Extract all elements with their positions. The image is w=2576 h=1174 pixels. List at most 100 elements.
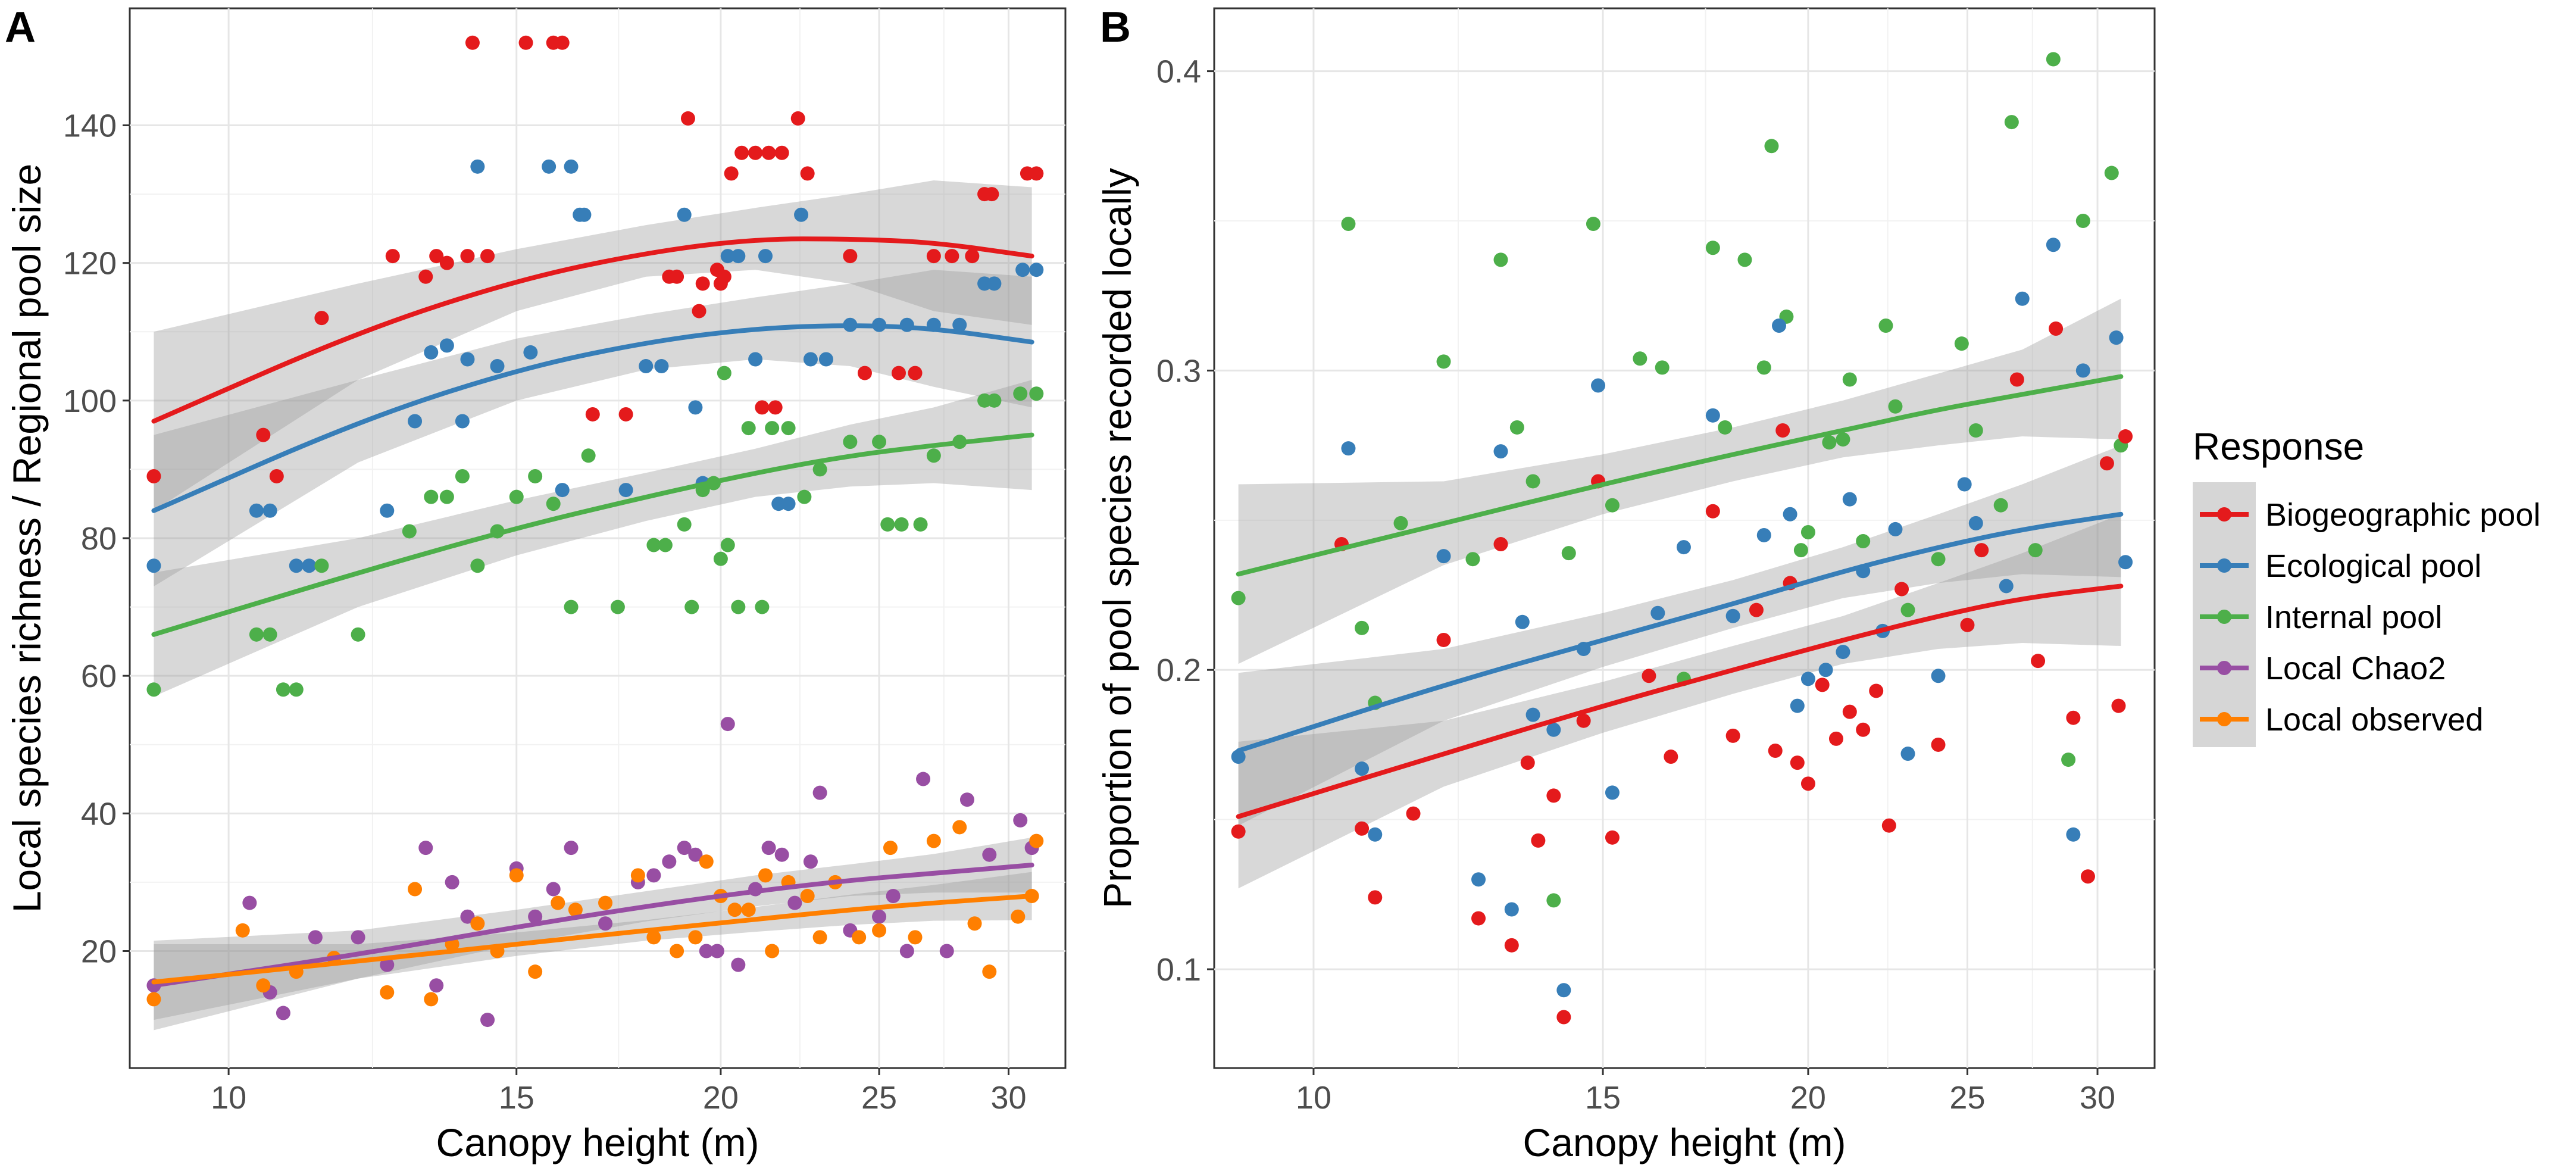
point-ecological-pool — [1818, 663, 1833, 677]
legend-label: Ecological pool — [2265, 548, 2481, 584]
point-internal-pool — [987, 393, 1002, 408]
point-local-chao2 — [982, 847, 997, 862]
point-ecological-pool — [2066, 827, 2081, 842]
point-biogeographic-pool — [1436, 632, 1451, 647]
x-tick-label: 15 — [1585, 1080, 1621, 1116]
point-local-observed — [509, 868, 524, 883]
point-biogeographic-pool — [480, 249, 495, 264]
point-internal-pool — [509, 489, 524, 504]
y-tick-label: 0.1 — [1156, 952, 1201, 988]
point-local-chao2 — [899, 944, 914, 958]
point-biogeographic-pool — [585, 407, 600, 421]
point-ecological-pool — [618, 483, 633, 498]
point-ecological-pool — [380, 503, 395, 518]
point-biogeographic-pool — [670, 269, 684, 284]
point-local-chao2 — [916, 772, 931, 786]
legend-label: Internal pool — [2265, 600, 2442, 635]
confidence-band-ecological-pool — [154, 270, 1032, 586]
point-internal-pool — [684, 600, 699, 614]
point-ecological-pool — [490, 359, 505, 374]
point-ecological-pool — [794, 207, 809, 222]
point-biogeographic-pool — [1842, 704, 1857, 719]
point-local-observed — [646, 930, 661, 945]
point-internal-pool — [1525, 474, 1540, 489]
point-biogeographic-pool — [460, 249, 475, 264]
point-internal-pool — [1756, 360, 1771, 375]
point-biogeographic-pool — [269, 469, 284, 483]
point-biogeographic-pool — [385, 249, 400, 264]
point-local-chao2 — [308, 930, 323, 945]
point-local-observed — [256, 978, 271, 993]
point-biogeographic-pool — [2099, 456, 2114, 471]
point-biogeographic-pool — [1960, 617, 1975, 632]
point-ecological-pool — [731, 249, 746, 264]
panel-b-lines — [1236, 374, 2124, 819]
point-biogeographic-pool — [1471, 911, 1486, 926]
point-biogeographic-pool — [1775, 423, 1790, 438]
panel-b-points — [1231, 52, 2133, 1025]
point-local-chao2 — [688, 847, 703, 862]
point-internal-pool — [2104, 166, 2119, 180]
legend-dot-local-chao2 — [2217, 661, 2231, 675]
x-tick-label: 25 — [1949, 1080, 1985, 1116]
point-biogeographic-pool — [1749, 602, 1764, 617]
legend-items: Biogeographic pool Ecological pool Interna… — [2193, 482, 2540, 747]
point-local-observed — [470, 916, 485, 931]
point-ecological-pool — [262, 503, 277, 518]
point-local-observed — [727, 903, 742, 917]
point-internal-pool — [455, 469, 470, 483]
point-biogeographic-pool — [1881, 818, 1896, 833]
point-ecological-pool — [146, 558, 161, 573]
point-ecological-pool — [2075, 363, 2090, 378]
point-biogeographic-pool — [1974, 543, 1989, 558]
point-internal-pool — [1793, 543, 1808, 558]
y-tick-label: 100 — [63, 383, 117, 419]
point-biogeographic-pool — [555, 35, 570, 50]
point-internal-pool — [1605, 498, 1620, 513]
point-local-chao2 — [709, 944, 724, 958]
point-ecological-pool — [1725, 608, 1740, 623]
point-biogeographic-pool — [1368, 890, 1383, 905]
point-internal-pool — [741, 421, 756, 436]
point-internal-pool — [1546, 893, 1561, 908]
point-local-observed — [883, 841, 898, 855]
point-internal-pool — [1655, 360, 1670, 375]
point-internal-pool — [1737, 252, 1752, 267]
point-local-chao2 — [731, 957, 746, 972]
point-ecological-pool — [439, 338, 454, 353]
point-local-observed — [765, 944, 780, 958]
fit-line-local-chao2 — [151, 863, 1034, 988]
point-local-chao2 — [699, 944, 714, 958]
point-internal-pool — [880, 517, 895, 532]
point-ecological-pool — [1756, 527, 1771, 542]
point-internal-pool — [1764, 139, 1779, 154]
point-local-chao2 — [1013, 813, 1028, 828]
point-internal-pool — [1509, 420, 1524, 435]
point-internal-pool — [439, 489, 454, 504]
point-internal-pool — [1842, 372, 1857, 387]
y-tick-label: 120 — [63, 246, 117, 282]
panel-a-lines — [151, 236, 1034, 988]
point-biogeographic-pool — [908, 366, 923, 380]
point-local-observed — [926, 833, 941, 848]
point-biogeographic-pool — [418, 269, 433, 284]
panel-a-tag: A — [5, 4, 36, 51]
point-internal-pool — [926, 448, 941, 463]
point-biogeographic-pool — [1406, 806, 1421, 821]
point-ecological-pool — [1436, 549, 1451, 564]
point-local-observed — [688, 930, 703, 945]
point-biogeographic-pool — [692, 304, 706, 319]
point-biogeographic-pool — [1856, 722, 1871, 737]
point-local-chao2 — [787, 895, 802, 910]
point-biogeographic-pool — [1493, 537, 1508, 552]
panel-a: A 10 15 20 25 30 20 40 60 80 100 120 140 Canopy hei… — [5, 4, 1067, 1164]
point-ecological-pool — [470, 159, 485, 174]
point-ecological-pool — [289, 558, 304, 573]
point-local-observed — [235, 923, 250, 938]
point-ecological-pool — [1029, 263, 1044, 277]
point-biogeographic-pool — [1790, 755, 1805, 770]
legend-item-ecological-pool: Ecological pool — [2200, 548, 2481, 584]
legend-label: Local observed — [2265, 702, 2483, 738]
legend-item-biogeographic-pool: Biogeographic pool — [2200, 497, 2540, 533]
